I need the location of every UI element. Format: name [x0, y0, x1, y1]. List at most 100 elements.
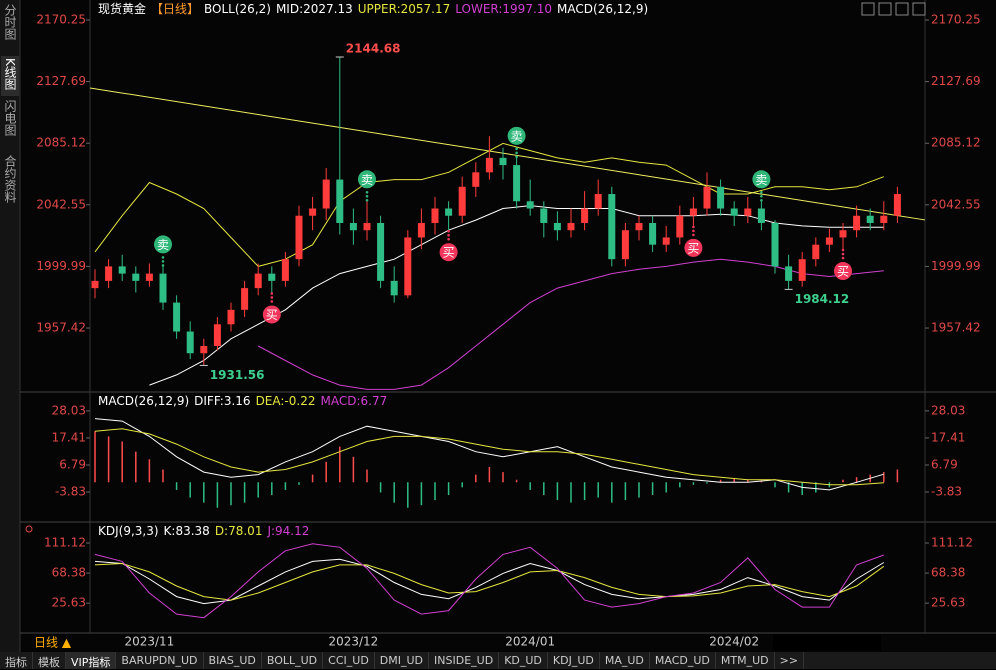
signal-arrow [760, 198, 763, 202]
candle-body [635, 222, 643, 231]
signal-arrow [270, 296, 274, 299]
footer-tab[interactable]: MTM_UD [716, 652, 775, 669]
y-tick-label: 2127.69 [931, 74, 981, 88]
signal-label: 买 [837, 265, 849, 279]
footer-tab[interactable]: 模板 [33, 652, 66, 669]
footer-tab[interactable]: MA_UD [600, 652, 650, 669]
signal [834, 262, 852, 281]
candle-body [608, 194, 616, 260]
trend-line [89, 87, 926, 221]
y-tick-label: 2127.69 [36, 74, 86, 88]
footer-tab[interactable]: MACD_UD [650, 652, 716, 669]
candle-body [689, 208, 697, 216]
indicator-header: MACD(26,12,9) DIFF:3.16 DEA:-0.22 MACD:6.77 [98, 394, 387, 408]
footer-tab[interactable]: DMI_UD [375, 652, 430, 669]
y-tick-label: 2170.25 [931, 12, 981, 26]
candle-body [404, 237, 412, 296]
footer-tab[interactable]: INSIDE_UD [429, 652, 500, 669]
header-text: MID:2027.13 [276, 2, 353, 16]
header-text: MACD(26,12,9) [98, 394, 189, 408]
icon[interactable] [895, 2, 909, 16]
candle-body [567, 222, 575, 231]
indicator-line [94, 428, 884, 486]
footer-tab[interactable]: >> [775, 652, 805, 669]
sidebar-tab[interactable]: 分时图 [3, 4, 17, 40]
signal-arrow [447, 233, 450, 237]
header-text: DIFF:3.16 [194, 394, 250, 408]
candle-body [336, 179, 344, 223]
footer-tab[interactable]: KDJ_UD [548, 652, 600, 669]
footer-tab[interactable]: BARUPDN_UD [116, 652, 204, 669]
sidebar-tab[interactable]: K线图 [3, 58, 17, 90]
candle-body [513, 165, 521, 202]
sidebar-tab[interactable]: 合约资料 [3, 154, 17, 203]
signal-arrow [760, 194, 763, 198]
candle-body [145, 273, 153, 281]
footer-tab[interactable]: KD_UD [499, 652, 548, 669]
signal-arrow [692, 233, 695, 237]
signal-arrow [515, 155, 518, 159]
x-tick-label: 2023/12 [328, 635, 378, 649]
icon[interactable] [861, 2, 875, 16]
signal-arrow [841, 248, 845, 252]
footer-tab[interactable]: CCI_UD [323, 652, 375, 669]
candle-body [417, 222, 425, 238]
candle-body [281, 259, 289, 281]
candle-body [771, 222, 779, 267]
y-tick-label: 17.41 [52, 430, 86, 444]
x-tick-label: 2024/01 [505, 635, 555, 649]
candle-body [472, 172, 480, 187]
candle-body [213, 324, 221, 347]
y-tick-label: 1957.42 [36, 321, 86, 335]
footer-tab[interactable]: VIP指标 [66, 652, 117, 669]
candle-body [132, 273, 140, 281]
candle-body [309, 208, 317, 216]
footer-tab[interactable]: BIAS_UD [204, 652, 262, 669]
signal-label: 买 [266, 308, 278, 322]
candle-body [458, 186, 466, 216]
annotation: 2144.68 [346, 42, 401, 56]
candle-body [798, 259, 806, 281]
sidebar-tab[interactable]: 闪电图 [3, 100, 17, 136]
signal-label: 卖 [361, 173, 373, 187]
candle-body [880, 215, 888, 223]
candle-body [159, 273, 167, 303]
candle-body [649, 222, 657, 245]
signal [154, 235, 172, 254]
signal [262, 305, 281, 324]
y-tick-label: -3.83 [55, 485, 86, 499]
y-tick-label: 17.41 [931, 430, 965, 444]
y-tick-label: 2085.12 [36, 136, 86, 150]
candle-body [349, 222, 357, 231]
signal-arrow [365, 198, 369, 202]
signal-arrow [841, 252, 845, 256]
footer-tab[interactable]: 指标 [0, 652, 33, 669]
annotation: 1931.56 [210, 368, 265, 382]
y-tick-label: -3.83 [931, 485, 962, 499]
icon[interactable] [878, 2, 892, 16]
indicator-header: 现货黄金 【日线】 BOLL(26,2) MID:2027.13 UPPER:2057.… [98, 1, 648, 16]
period-selector[interactable]: 日线 ▲ [34, 636, 72, 650]
signal-arrow [270, 300, 274, 303]
candle-body [254, 273, 262, 289]
signal [439, 243, 458, 262]
y-tick-label: 6.79 [931, 457, 958, 471]
signal-arrow [365, 194, 369, 198]
y-tick-label: 28.03 [52, 403, 86, 417]
y-tick-label: 2042.55 [36, 197, 86, 211]
candle-body [757, 208, 765, 223]
footer-tab[interactable]: BOLL_UD [262, 652, 324, 669]
signal-arrow [760, 190, 763, 194]
y-tick-label: 68.38 [931, 566, 965, 580]
candle-body [431, 208, 439, 223]
icon[interactable] [912, 2, 926, 16]
candle-body [866, 215, 874, 223]
header-text: DEA:-0.22 [256, 394, 316, 408]
candle-body [526, 201, 534, 209]
y-tick-label: 2170.25 [36, 12, 86, 26]
signal-arrow [692, 225, 695, 229]
signal [507, 126, 526, 145]
signal-arrow [161, 256, 165, 259]
header-text: UPPER:2057.17 [358, 2, 450, 16]
signal-arrow [447, 237, 450, 241]
